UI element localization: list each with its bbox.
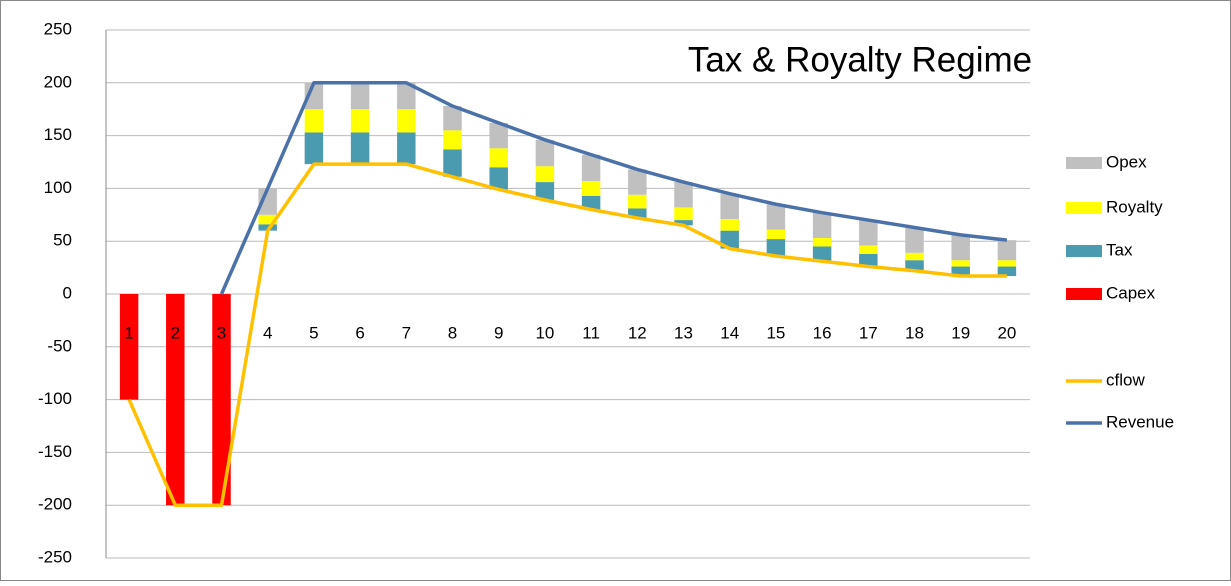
x-tick-label: 17 bbox=[859, 323, 878, 342]
bar-segment bbox=[997, 266, 1017, 277]
bar-segment bbox=[997, 240, 1017, 261]
x-tick-label: 11 bbox=[582, 323, 600, 342]
chart-title: Tax & Royalty Regime bbox=[688, 40, 1032, 79]
y-tick-label: 200 bbox=[44, 72, 72, 91]
bar-segment bbox=[443, 106, 462, 131]
bar-segment bbox=[350, 109, 370, 133]
bar-segment bbox=[119, 294, 139, 400]
bar-segment bbox=[535, 139, 555, 167]
bar-segment bbox=[674, 220, 693, 226]
line-series bbox=[127, 162, 1007, 507]
bar-segment bbox=[720, 193, 739, 220]
bar-segment bbox=[443, 130, 462, 150]
bar-segment bbox=[766, 239, 786, 256]
bar-segment bbox=[628, 194, 647, 209]
x-tick-label: 19 bbox=[951, 323, 970, 342]
bar-segment bbox=[581, 154, 601, 182]
x-tick-label: 9 bbox=[494, 323, 503, 342]
legend-label: Revenue bbox=[1106, 412, 1174, 431]
x-tick-label: 16 bbox=[813, 323, 832, 342]
bar-segment bbox=[766, 229, 786, 240]
bar-segment bbox=[859, 245, 878, 254]
legend-label: Opex bbox=[1106, 152, 1147, 171]
bar-segment bbox=[997, 260, 1017, 267]
bar-segment bbox=[628, 208, 647, 218]
x-tick-label: 6 bbox=[355, 323, 364, 342]
bar-segment bbox=[166, 294, 185, 506]
y-tick-label: 50 bbox=[53, 231, 72, 250]
x-tick-label: 1 bbox=[124, 323, 133, 342]
bar-segment bbox=[304, 109, 324, 133]
bar-segment bbox=[674, 207, 693, 221]
bar-segment bbox=[489, 167, 508, 190]
x-tick-label: 10 bbox=[535, 323, 554, 342]
y-tick-label: -50 bbox=[47, 336, 72, 355]
bar-segment bbox=[489, 148, 508, 168]
bar-segment bbox=[720, 230, 739, 249]
x-tick-label: 13 bbox=[674, 323, 693, 342]
bar-segment bbox=[905, 227, 924, 253]
x-tick-label: 7 bbox=[402, 323, 411, 342]
legend-label: Tax bbox=[1106, 240, 1133, 259]
x-tick-label: 3 bbox=[217, 323, 226, 342]
y-tick-label: -200 bbox=[38, 495, 72, 514]
bar-segment bbox=[397, 109, 416, 133]
bar-segment bbox=[581, 181, 601, 196]
bar-segment bbox=[304, 132, 324, 165]
bar-segment bbox=[951, 266, 970, 277]
y-tick-label: 0 bbox=[63, 283, 72, 302]
x-tick-label: 4 bbox=[263, 323, 272, 342]
bar-segment bbox=[951, 234, 970, 261]
bar-segment bbox=[212, 294, 231, 506]
y-tick-label: -100 bbox=[38, 389, 72, 408]
bar-segment bbox=[720, 219, 739, 231]
legend-label: Royalty bbox=[1106, 197, 1163, 216]
bar-segment bbox=[535, 166, 555, 183]
y-tick-label: -250 bbox=[38, 547, 72, 566]
bar-segment bbox=[258, 224, 277, 231]
x-tick-label: 2 bbox=[171, 323, 180, 342]
bar-segment bbox=[905, 252, 924, 261]
legend-swatch bbox=[1066, 202, 1102, 214]
bar-segment bbox=[812, 246, 832, 262]
legend-swatch bbox=[1066, 157, 1102, 169]
bar-segment bbox=[859, 220, 878, 246]
bar-segment bbox=[812, 212, 832, 239]
x-tick-label: 14 bbox=[720, 323, 739, 342]
y-tick-label: 250 bbox=[44, 19, 72, 38]
bar-segment bbox=[905, 260, 924, 271]
x-tick-label: 15 bbox=[766, 323, 785, 342]
x-tick-label: 20 bbox=[997, 323, 1016, 342]
bar-segment bbox=[397, 82, 416, 110]
y-tick-label: 150 bbox=[44, 125, 72, 144]
bar-segment bbox=[397, 132, 416, 165]
legend-label: Capex bbox=[1106, 283, 1156, 302]
y-tick-label: -150 bbox=[38, 442, 72, 461]
x-tick-label: 12 bbox=[628, 323, 647, 342]
bar-segment bbox=[443, 149, 462, 177]
x-tick-label: 5 bbox=[309, 323, 318, 342]
bar-segment bbox=[535, 182, 555, 201]
bar-segment bbox=[859, 253, 878, 267]
line-series bbox=[219, 81, 1008, 295]
bar-segment bbox=[350, 82, 370, 110]
legend-label: cflow bbox=[1106, 370, 1145, 389]
x-tick-label: 8 bbox=[448, 323, 457, 342]
bar-segment bbox=[350, 132, 370, 165]
bar-segment bbox=[489, 122, 508, 149]
bar-segment bbox=[258, 214, 277, 225]
y-tick-label: 100 bbox=[44, 178, 72, 197]
legend-swatch bbox=[1066, 245, 1102, 257]
bar-segment bbox=[628, 169, 647, 195]
bar-segment bbox=[951, 260, 970, 267]
bar-segment bbox=[766, 204, 786, 230]
legend-swatch bbox=[1066, 288, 1102, 300]
bar-segment bbox=[812, 238, 832, 247]
bar-segment bbox=[674, 182, 693, 208]
x-tick-label: 18 bbox=[905, 323, 924, 342]
bar-segment bbox=[581, 195, 601, 210]
